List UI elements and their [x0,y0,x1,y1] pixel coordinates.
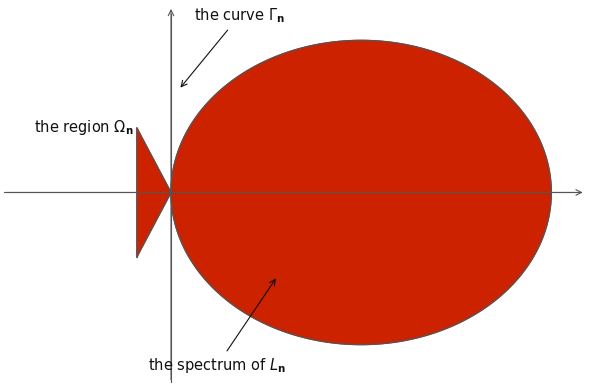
Text: the region $\Omega_{\mathbf{n}}$: the region $\Omega_{\mathbf{n}}$ [34,118,134,137]
Text: the spectrum of $L_{\mathbf{n}}$: the spectrum of $L_{\mathbf{n}}$ [148,280,286,375]
Polygon shape [137,40,551,344]
Text: the curve $\Gamma_{\mathbf{n}}$: the curve $\Gamma_{\mathbf{n}}$ [181,7,285,87]
